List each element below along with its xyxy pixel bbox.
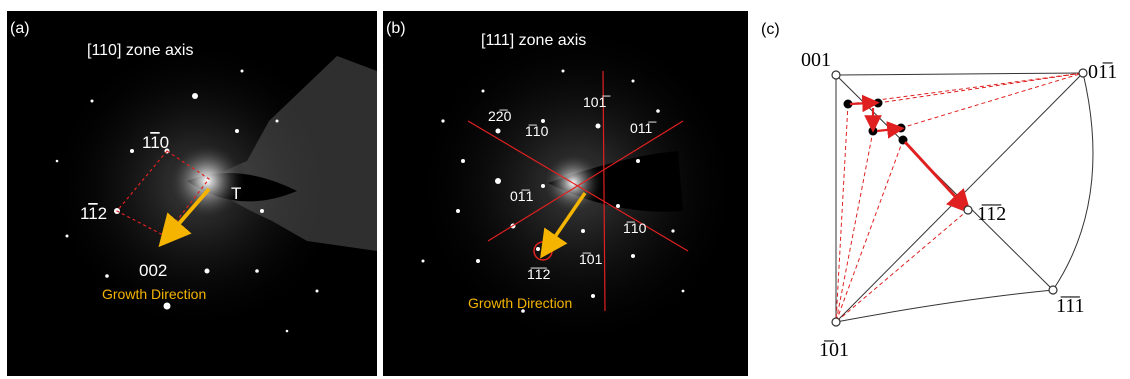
label-101-top: 101̅ (583, 94, 611, 110)
panel-b-title: [111] zone axis (481, 32, 586, 49)
label-112: 1̅1̅2 (527, 266, 551, 282)
spot-label-110: 110 (142, 133, 169, 152)
panel-a-title: [110] zone axis (87, 42, 193, 59)
label-220: 22̅0 (488, 108, 512, 124)
diffraction-panel-b: (b) [111] zone axis 22̅0 1̅10 101̅ 011̅ … (383, 11, 748, 376)
orientation-dots (843, 98, 908, 145)
panel-b-tag: (b) (386, 20, 406, 37)
growth-direction-label-a: Growth Direction (102, 286, 206, 302)
rotation-arrows (849, 94, 972, 214)
label-011-top: 011̅ (630, 120, 657, 136)
panel-b-svg: (b) [111] zone axis 22̅0 1̅10 101̅ 011̅ … (386, 20, 743, 351)
growth-direction-arrow-b (540, 192, 587, 259)
label-101-bottom: 1̅01 (579, 251, 603, 267)
diffraction-spots-b (421, 69, 685, 313)
zone-traces (467, 70, 689, 312)
pole-101: 1̅01 (819, 339, 849, 361)
pole-111: 1̅1̅1 (1056, 295, 1085, 317)
spot-label-002: 002 (139, 261, 167, 280)
pole-112: 1̅1̅2 (977, 203, 1006, 225)
spot-label-112: 112 (80, 204, 107, 223)
pole-011: 01̅1 (1088, 61, 1117, 83)
beam-stop-shadow (211, 56, 377, 251)
label-110: 1̅10 (525, 123, 549, 139)
panel-c-svg: (c) (761, 21, 1117, 361)
growth-direction-label-b: Growth Direction (468, 295, 572, 311)
stereographic-panel-c: (c) (753, 0, 1130, 379)
trace-lines (835, 72, 1084, 323)
diffraction-panel-a: (a) [110] zone axis 110 112 002 T Growth… (7, 11, 377, 376)
panel-a-tag: (a) (10, 20, 30, 37)
pole-markers (831, 68, 1088, 327)
triangle-outline (835, 72, 1094, 323)
panel-a-svg: (a) [110] zone axis 110 112 002 T Growth… (10, 20, 377, 336)
pole-001: 001 (801, 49, 831, 71)
label-110-right: 1̅10 (623, 220, 647, 236)
label-011: 01̅1 (510, 188, 534, 204)
panel-c-tag: (c) (761, 21, 780, 38)
twin-label: T (231, 184, 241, 203)
central-beam (167, 141, 247, 221)
growth-direction-arrow (158, 187, 211, 248)
